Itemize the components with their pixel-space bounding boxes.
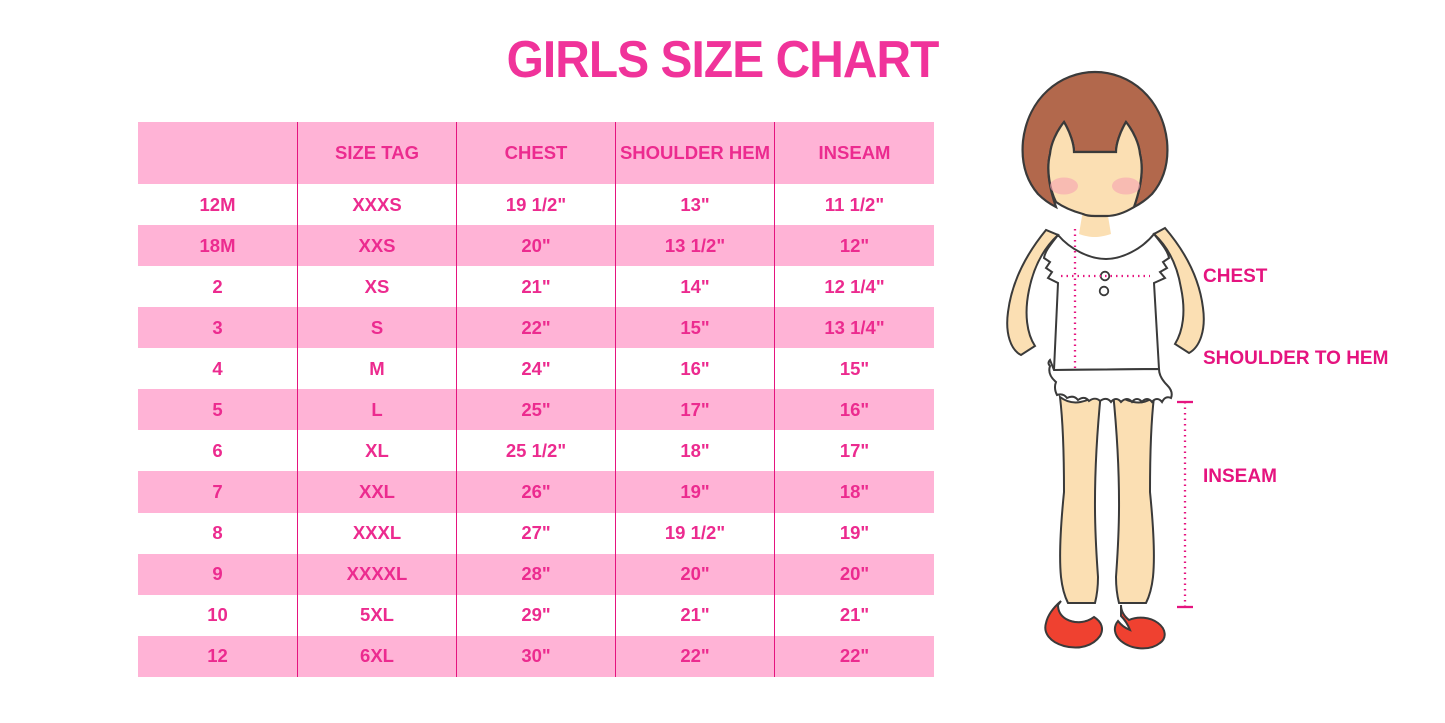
svg-text:CHEST: CHEST xyxy=(1203,266,1268,287)
svg-text:INSEAM: INSEAM xyxy=(1203,466,1277,487)
svg-text:SHOULDER TO HEM: SHOULDER TO HEM xyxy=(1203,348,1388,369)
